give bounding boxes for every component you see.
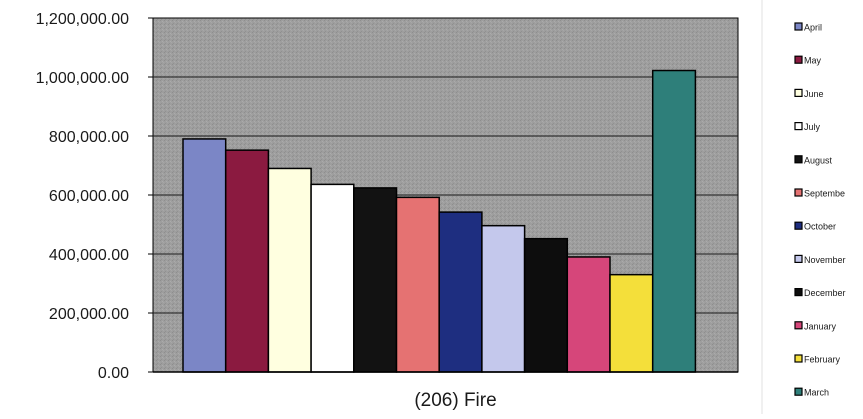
legend-swatch (794, 121, 803, 131)
bars (182, 69, 697, 373)
legend-label: April (804, 23, 822, 33)
legend-swatch (794, 288, 803, 297)
legend-swatch (794, 22, 803, 31)
bar-march (651, 69, 697, 373)
bar-august (353, 187, 398, 373)
legend: April May June July August Septembe October Nov… (794, 22, 846, 398)
bar-april (182, 138, 227, 373)
legend-swatch (794, 354, 803, 363)
legend-label: January (804, 321, 837, 331)
legend-label: July (804, 122, 821, 132)
legend-label: February (804, 355, 841, 365)
y-tick-label: 0.00 (98, 365, 129, 382)
bar-october (438, 211, 483, 373)
x-axis: (206) Fire (153, 371, 738, 411)
legend-swatch (794, 321, 803, 330)
bar-may (224, 149, 270, 373)
legend-label: March (804, 388, 829, 398)
legend-swatch (794, 88, 803, 98)
y-tick-label: 800,000.00 (49, 129, 129, 146)
legend-swatch (794, 221, 803, 230)
legend-label: October (804, 222, 836, 232)
bar-february (609, 273, 654, 373)
bar-june (267, 167, 312, 373)
y-tick-label: 200,000.00 (49, 306, 129, 323)
legend-swatch (794, 155, 803, 164)
y-axis: 0.00 200,000.00 400,000.00 600,000.00 800,00… (36, 11, 153, 382)
y-tick-label: 600,000.00 (49, 188, 129, 205)
y-tick-label: 400,000.00 (49, 247, 129, 264)
bar-december (523, 237, 569, 373)
legend-swatch (794, 188, 803, 197)
legend-label: August (804, 155, 833, 165)
bar-september (395, 196, 440, 373)
bar-january (566, 256, 611, 373)
legend-swatch (794, 387, 803, 396)
legend-swatch (794, 254, 803, 263)
y-tick-label: 1,000,000.00 (36, 70, 130, 87)
x-axis-label: (206) Fire (414, 390, 496, 411)
bar-july (310, 183, 355, 373)
legend-label: Septembe (804, 189, 845, 199)
legend-label: May (804, 56, 822, 66)
y-tick-label: 1,200,000.00 (36, 11, 130, 28)
bar-november (481, 224, 526, 373)
legend-swatch (794, 55, 803, 64)
legend-label: December (804, 288, 846, 298)
legend-label: June (804, 89, 824, 99)
legend-label: November (804, 255, 846, 265)
